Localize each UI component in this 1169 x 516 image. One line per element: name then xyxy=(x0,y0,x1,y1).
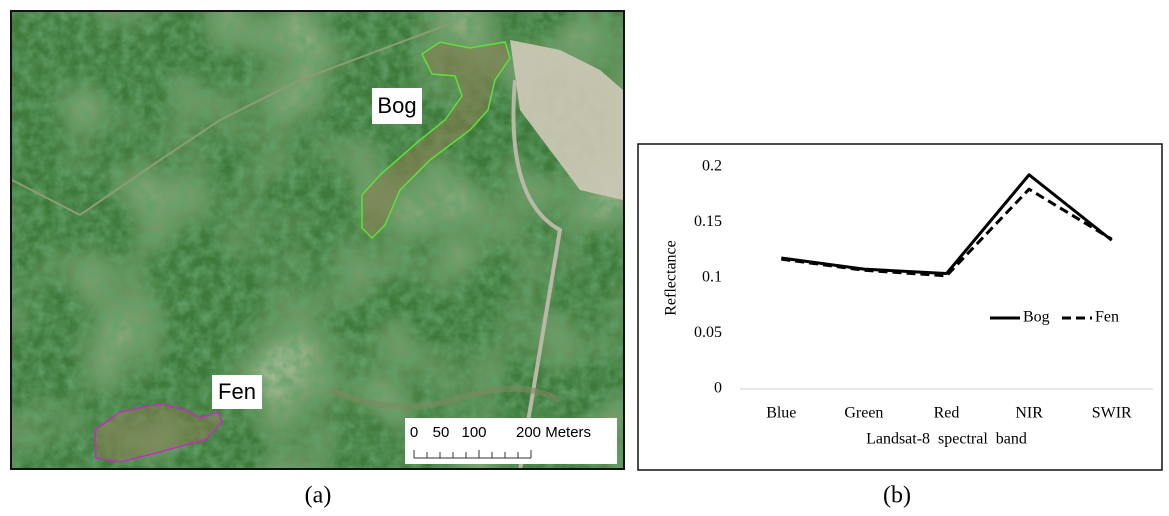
scale-label: 200 Meters xyxy=(516,424,591,441)
label-box xyxy=(372,88,422,124)
chart: 0 0.05 0.1 0.15 0.2 Blue Green Red NIR SWIR Landsa… xyxy=(663,158,1153,448)
data-line xyxy=(781,173,1113,276)
label-box xyxy=(212,375,262,409)
x-tick-label: Red xyxy=(934,405,960,422)
caption: (a) xyxy=(305,483,332,509)
y-tick-label: 0.2 xyxy=(702,158,722,175)
fen-label: Fen xyxy=(218,379,256,404)
caption: (b) xyxy=(883,483,911,509)
scale-label: 0 xyxy=(410,424,418,441)
x-tick-label: NIR xyxy=(1015,405,1043,422)
y-tick-label: 0 xyxy=(714,380,722,397)
legend-label: Bog xyxy=(1023,309,1050,326)
y-tick-label: 0.15 xyxy=(694,213,722,230)
bog-label: Bog xyxy=(377,93,416,118)
x-tick-label: Green xyxy=(844,405,883,422)
y-tick-label: 0.1 xyxy=(702,269,722,286)
y-tick-label: 0.05 xyxy=(694,324,722,341)
x-axis-label: Landsat-8 spectral band xyxy=(866,431,1027,448)
legend-label: Fen xyxy=(1095,309,1119,326)
aerial-image xyxy=(12,12,623,468)
scale-label: 100 xyxy=(461,424,486,441)
x-tick-label: SWIR xyxy=(1092,405,1132,422)
x-tick-label: Blue xyxy=(766,405,796,422)
image-frame xyxy=(10,10,625,470)
scale-bar: 0 50 100 200 Meters xyxy=(405,418,617,464)
y-axis-label: Reflectance xyxy=(663,240,680,316)
scale-label: 50 xyxy=(433,424,450,441)
chart-frame xyxy=(637,143,1163,471)
